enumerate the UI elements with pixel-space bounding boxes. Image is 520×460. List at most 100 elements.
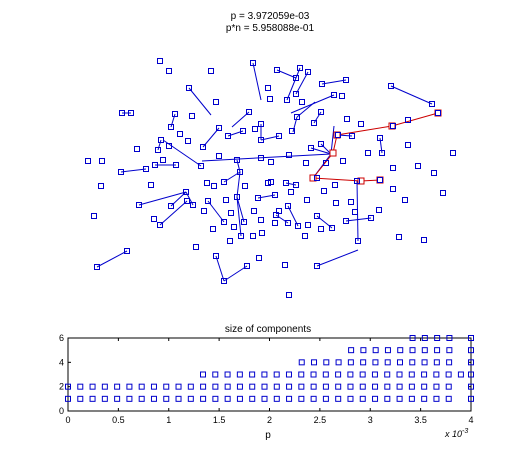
component-point <box>360 359 367 366</box>
graph-node <box>258 121 264 127</box>
component-point <box>468 359 474 366</box>
graph-node <box>99 158 105 164</box>
component-point <box>371 371 378 378</box>
graph-edge <box>138 191 187 206</box>
graph-node <box>272 220 278 226</box>
component-point <box>285 371 292 378</box>
graph-node <box>319 81 325 87</box>
components-chart-axes-box <box>67 337 472 412</box>
graph-node <box>302 233 308 239</box>
graph-node <box>223 197 229 203</box>
graph-edge <box>188 87 212 116</box>
component-point <box>347 359 354 366</box>
graph-edge <box>236 196 242 237</box>
graph-node <box>157 222 163 228</box>
graph-node <box>303 160 309 166</box>
graph-node <box>285 220 291 226</box>
graph-node <box>213 99 219 105</box>
graph-node <box>323 160 329 166</box>
graph-node <box>168 124 174 130</box>
graph-node <box>198 163 204 169</box>
graph-node <box>200 144 206 150</box>
component-point <box>298 371 305 378</box>
x-tick-label: 3.5 <box>414 415 427 425</box>
graph-node <box>241 219 247 225</box>
graph-node <box>234 157 240 163</box>
graph-edge <box>159 200 188 226</box>
graph-node <box>293 182 299 188</box>
component-point <box>200 383 207 390</box>
component-point <box>150 395 157 402</box>
graph-nodes <box>85 58 456 298</box>
component-point <box>114 395 121 402</box>
component-point <box>384 371 391 378</box>
graph-edge <box>320 143 332 155</box>
x-axis-multiplier: x 10-3 <box>444 428 468 439</box>
component-point <box>408 395 415 402</box>
graph-node <box>450 150 456 156</box>
component-point <box>384 347 391 354</box>
graph-node <box>368 215 374 221</box>
component-point <box>236 383 243 390</box>
component-point <box>212 383 219 390</box>
y-tick-label: 0 <box>59 406 64 416</box>
graph-node <box>184 198 190 204</box>
graph-node <box>297 65 303 71</box>
graph-node <box>118 169 124 175</box>
component-point <box>359 383 366 390</box>
component-point <box>445 383 452 390</box>
component-point <box>359 395 366 402</box>
component-point <box>261 371 268 378</box>
graph-node <box>221 179 227 185</box>
graph-node <box>216 125 222 131</box>
graph-node <box>258 217 264 223</box>
graph-node <box>124 248 130 254</box>
graph-node <box>213 253 219 259</box>
graph-edge <box>287 205 299 227</box>
graph-title-line1: p = 3.972059e-03 <box>231 11 310 22</box>
graph-node <box>177 131 183 137</box>
component-point <box>322 371 329 378</box>
graph-node <box>276 133 282 139</box>
x-axis-ticks: 0 0.5 1 1.5 2 2.5 3 3.5 4 <box>65 338 474 425</box>
graph-node <box>225 133 231 139</box>
graph-node <box>282 262 288 268</box>
x-tick-label: 0 <box>65 415 70 425</box>
graph-node <box>318 226 324 232</box>
component-point <box>224 383 231 390</box>
graph-edge <box>295 71 309 95</box>
graph-node <box>405 117 411 123</box>
graph-node <box>148 182 154 188</box>
component-point <box>433 359 440 366</box>
component-point <box>360 347 367 354</box>
graph-node <box>183 189 189 195</box>
component-point <box>138 383 145 390</box>
component-point <box>384 395 391 402</box>
graph-node <box>237 169 243 175</box>
component-point <box>335 383 342 390</box>
component-point <box>409 335 416 341</box>
graph-node <box>352 209 358 215</box>
component-point <box>236 395 243 402</box>
graph-node <box>242 183 248 189</box>
component-point <box>138 395 145 402</box>
graph-node <box>331 92 337 98</box>
graph-node <box>318 141 324 147</box>
graph-node <box>376 207 382 213</box>
graph-node <box>377 135 383 141</box>
component-point <box>421 347 428 354</box>
graph-node <box>343 218 349 224</box>
graph-edge <box>310 147 332 155</box>
x-tick-label: 2 <box>267 415 272 425</box>
graph-node <box>340 158 346 164</box>
graph-node <box>405 142 411 148</box>
component-point <box>212 371 219 378</box>
highlighted-node <box>357 177 365 185</box>
component-point <box>468 371 474 378</box>
graph-node <box>205 198 211 204</box>
component-point <box>249 383 256 390</box>
graph-node <box>274 67 280 73</box>
graph-node <box>286 152 292 158</box>
graph-node <box>221 219 227 225</box>
component-point <box>187 395 194 402</box>
